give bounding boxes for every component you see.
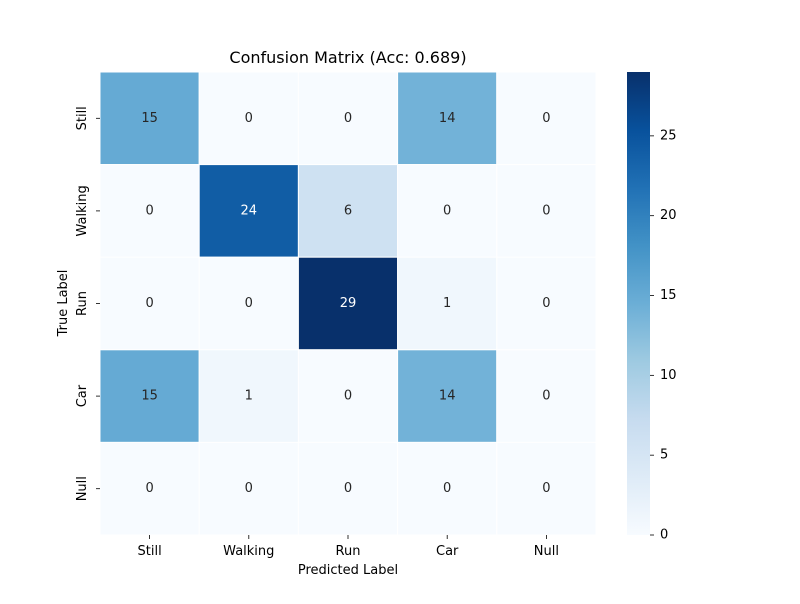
cell-value-label: 15: [141, 389, 158, 404]
cell-value-label: 0: [542, 389, 550, 404]
cell-value-label: 6: [344, 203, 352, 218]
colorbar-tick-label: 20: [660, 208, 677, 223]
y-axis-ticks: Still Walking Run Car Null: [75, 106, 100, 501]
cell-value-label: 0: [344, 389, 352, 404]
cell-value-label: 29: [340, 296, 357, 311]
colorbar-gradient: [627, 72, 650, 535]
cell-value-label: 14: [439, 389, 456, 404]
cell-value-label: 15: [141, 111, 158, 126]
cell-value-label: 0: [443, 203, 451, 218]
y-tick-label: Still: [75, 106, 90, 130]
cell-value-label: 0: [145, 296, 153, 311]
colorbar-tick-label: 25: [660, 128, 677, 143]
y-tick-label: Null: [75, 476, 90, 501]
y-tick-label: Car: [75, 384, 90, 407]
x-tick-label: Walking: [223, 544, 274, 559]
chart-title: Confusion Matrix (Acc: 0.689): [229, 48, 466, 67]
cell-value-label: 1: [245, 389, 253, 404]
y-axis-label: True Label: [56, 270, 71, 338]
colorbar-ticks: 0 5 10 15 20 25: [650, 128, 677, 542]
cell-value-label: 0: [145, 481, 153, 496]
colorbar-tick-label: 0: [660, 528, 668, 543]
colorbar-tick-label: 10: [660, 368, 677, 383]
cell-value-label: 0: [145, 203, 153, 218]
cell-value-label: 0: [344, 111, 352, 126]
x-tick-label: Car: [436, 544, 459, 559]
cell-value-label: 0: [542, 481, 550, 496]
y-tick-label: Walking: [75, 185, 90, 236]
x-tick-label: Still: [138, 544, 162, 559]
cell-value-label: 0: [344, 481, 352, 496]
colorbar-tick-label: 15: [660, 288, 677, 303]
y-tick-label: Run: [75, 291, 90, 316]
cell-value-label: 24: [241, 203, 258, 218]
cell-value-label: 0: [542, 203, 550, 218]
x-tick-label: Null: [534, 544, 559, 559]
x-axis-label: Predicted Label: [298, 563, 398, 578]
cell-value-label: 0: [245, 296, 253, 311]
cell-value-label: 0: [443, 481, 451, 496]
colorbar: 0 5 10 15 20 25: [627, 72, 677, 543]
cell-value-label: 0: [245, 111, 253, 126]
cell-value-label: 1: [443, 296, 451, 311]
cell-value-label: 0: [542, 296, 550, 311]
x-axis-ticks: Still Walking Run Car Null: [138, 535, 559, 559]
cell-value-label: 14: [439, 111, 456, 126]
x-tick-label: Run: [336, 544, 361, 559]
cell-value-label: 0: [542, 111, 550, 126]
colorbar-tick-label: 5: [660, 448, 668, 463]
cell-value-label: 0: [245, 481, 253, 496]
